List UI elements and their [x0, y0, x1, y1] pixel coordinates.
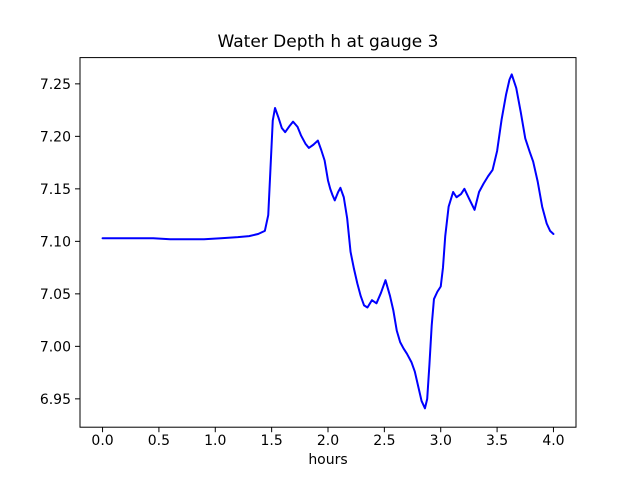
y-tick-label: 7.10: [40, 234, 71, 250]
y-tick-label: 7.05: [40, 287, 71, 303]
x-tick-label: 4.0: [542, 433, 564, 449]
x-tick-label: 1.0: [204, 433, 226, 449]
x-tick-label: 2.5: [373, 433, 395, 449]
x-tick-label: 3.0: [430, 433, 452, 449]
y-tick-label: 7.00: [40, 339, 71, 355]
x-tick-label: 2.0: [317, 433, 339, 449]
x-tick-label: 0.0: [91, 433, 113, 449]
chart-title: Water Depth h at gauge 3: [218, 32, 439, 52]
x-axis-label: hours: [308, 452, 347, 468]
y-tick-label: 7.20: [40, 129, 71, 145]
y-tick-label: 7.15: [40, 182, 71, 198]
x-axis: 0.0 0.5 1.0 1.5 2.0 2.5 3.0 3.5 4.0: [91, 427, 565, 449]
x-tick-label: 0.5: [148, 433, 170, 449]
x-tick-label: 3.5: [486, 433, 508, 449]
plot-frame: [79, 57, 577, 428]
water-depth-line: [101, 73, 555, 410]
x-tick-label: 1.5: [261, 433, 283, 449]
y-axis: 6.95 7.00 7.05 7.10 7.15 7.20 7.25: [40, 77, 80, 408]
y-tick-label: 7.25: [40, 77, 71, 93]
y-tick-label: 6.95: [40, 392, 71, 408]
